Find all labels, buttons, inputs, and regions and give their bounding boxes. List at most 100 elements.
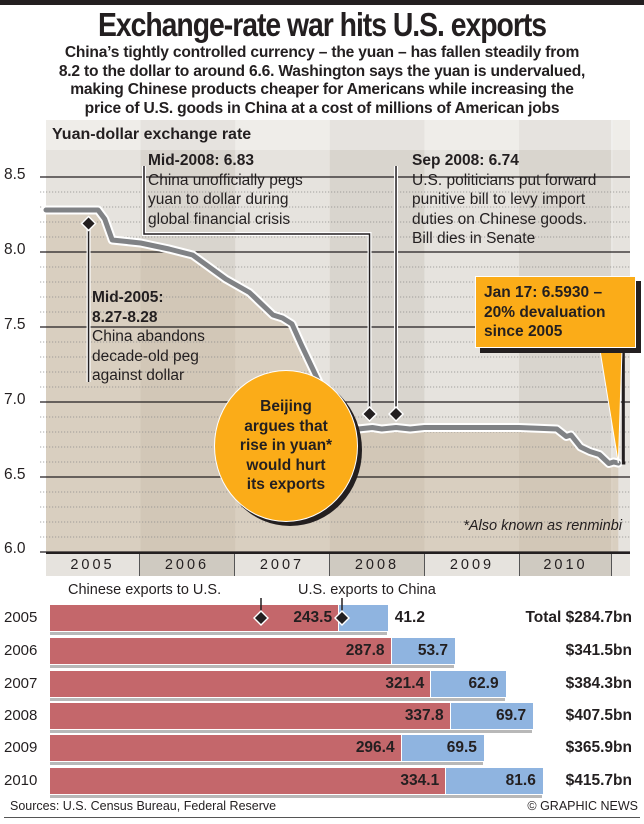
annotation-title: Mid-2005: [92,289,164,306]
bar-underline [50,665,454,668]
marker-mid-2005 [82,217,95,230]
callout-pointer-shadow [621,350,626,465]
marker-mid-2008 [363,408,376,420]
subtitle-line: making Chinese products cheaper for Amer… [70,81,574,99]
y-tick-label: 8.0 [4,241,26,258]
bar-year-label: 2009 [4,739,38,756]
footnote: *Also known as renminbi [463,518,622,534]
callout-line: since 2005 [484,323,563,341]
bar-chinese-exports [50,605,339,631]
marker-sep-2008 [390,408,403,420]
circle-line: rise in yuan* [239,437,333,455]
bar-us-exports [400,735,484,761]
leader-line [143,166,371,414]
title-band-fade [46,120,630,150]
annotation-text: U.S. politicians put forward [412,171,597,189]
callout-jan-17: Jan 17: 6.5930 – 20% devaluation since 2… [475,276,636,348]
y-tick-label: 7.5 [4,316,26,333]
annotation-text: Bill dies in Senate [412,230,536,247]
annotation-title: Sep 2008: 6.74 [412,152,519,169]
bottom-rule [4,817,640,818]
x-tick-label: 2005 [46,554,140,576]
bar-value-us: 69.7 [495,707,527,724]
top-rule [0,0,644,5]
y-tick-label: 7.0 [4,391,26,408]
annotation-text: decade-old peg [92,347,199,365]
bar-row: 2007 321.4 62.9 $384.3bn [0,671,644,701]
bar-row: 2010 334.1 81.6 $415.7bn [0,768,644,798]
page-title: Exchange-rate war hits U.S. exports [97,6,547,43]
bar-chinese-exports [50,768,446,794]
x-axis-year-bar: 2005 2006 2007 2008 2009 2010 [46,552,630,576]
x-tick-label: 2009 [425,554,520,576]
bar-us-exports [390,638,455,664]
bar-total: $384.3bn [565,675,632,692]
area-under-line [46,210,619,552]
bar-year-label: 2010 [4,772,38,789]
bar-total: $341.5bn [565,642,632,659]
subtitle-line: 8.2 to the dollar to around 6.6. Washing… [58,62,586,80]
bar-value-chinese: 296.4 [355,739,395,756]
bar-value-us: 81.6 [505,772,536,789]
annotation-mid-2008: Mid-2008: 6.83 China unofficially pegs y… [148,151,303,229]
circle-line: Beijing [260,398,312,416]
legend-chinese-exports: Chinese exports to U.S. [68,582,222,598]
bar-chinese-exports [50,671,431,697]
bar-underline [50,698,505,701]
y-tick-label: 8.5 [4,166,26,183]
bar-chinese-exports [50,735,401,761]
bar-us-exports [430,671,506,697]
annotation-text: global financial crisis [148,210,291,228]
bar-us-exports [338,605,388,631]
beijing-note-circle: Beijing argues that rise in yuan* would … [214,370,358,522]
x-tick-label: 2008 [330,554,425,576]
bar-row: 2009 296.4 69.5 $365.9bn [0,735,644,765]
annotation-text: against dollar [92,367,185,384]
bar-value-us: 69.5 [446,739,477,756]
annotation-mid-2005: Mid-2005: 8.27-8.28 China abandons decad… [92,288,205,386]
x-axis-end-cell [612,554,630,576]
bar-underline [50,795,542,798]
bar-underline [50,730,533,733]
credit: © GRAPHIC NEWS [527,799,638,813]
bar-total: $407.5bn [565,707,632,724]
legend-us-exports: U.S. exports to China [298,582,436,598]
bar-row: 2005 243.5 41.2 Total $284.7bn [0,605,644,635]
bar-value-us: 53.7 [417,642,448,659]
callout-line: 20% devaluation [484,303,606,321]
bar-us-exports [449,703,534,729]
bar-underline [50,762,483,765]
y-tick-label: 6.0 [4,540,26,557]
bar-value-us: 41.2 [394,609,425,626]
bar-value-chinese: 243.5 [293,609,333,626]
bar-chinese-exports [50,638,391,664]
bar-total: $415.7bn [565,772,632,789]
bar-year-label: 2007 [4,675,38,692]
rate-line [43,207,621,466]
annotation-text: duties on Chinese goods. [412,210,587,228]
bar-us-exports [445,768,543,794]
bar-value-chinese: 337.8 [404,707,444,724]
bar-value-us: 62.9 [468,675,499,692]
bar-value-chinese: 321.4 [385,675,425,692]
chart-title: Yuan-dollar exchange rate [52,126,252,143]
bar-year-label: 2006 [4,642,38,659]
callout-line: Jan 17: 6.5930 – [484,284,603,301]
circle-line: would hurt [246,456,326,474]
annotation-title: Mid-2008: 6.83 [148,152,254,169]
bar-total: $365.9bn [565,739,632,756]
circle-line: its exports [246,476,326,494]
annotation-text: yuan to dollar during [148,191,289,208]
annotation-text: China abandons [92,328,205,345]
bar-year-label: 2005 [4,609,38,626]
bar-underline [50,632,387,635]
circle-line: argues that [244,417,328,435]
subtitle-line: China’s tightly controlled currency – th… [64,44,580,61]
annotation-text: China unofficially pegs [148,171,303,189]
x-tick-label: 2010 [520,554,612,576]
bar-chinese-exports [50,703,450,729]
annotation-text: punitive bill to levy import [412,191,586,208]
x-tick-label: 2006 [140,554,235,576]
x-tick-label: 2007 [235,554,330,576]
bar-value-chinese: 287.8 [345,642,385,659]
